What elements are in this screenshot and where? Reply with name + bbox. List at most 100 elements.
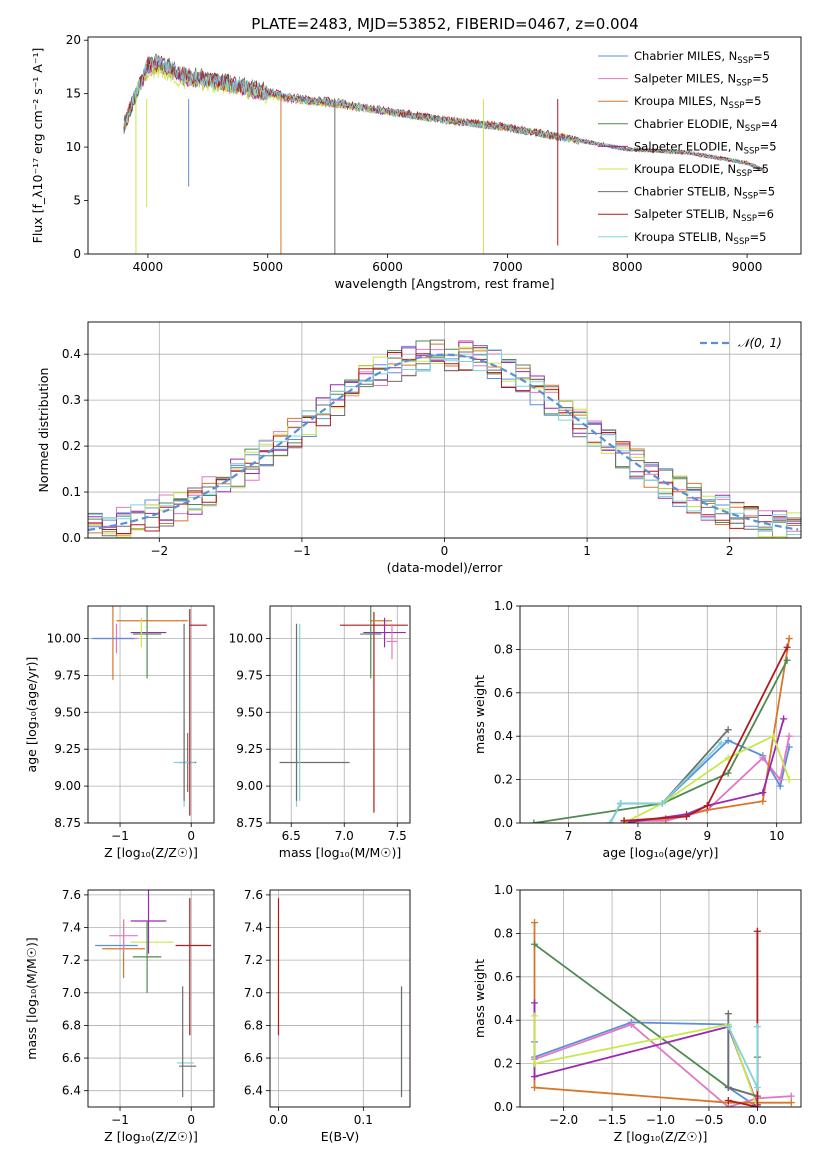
marker-kroupa-stelib: [717, 739, 725, 747]
y-tick-label: 6.6: [244, 1051, 263, 1065]
y-tick-label: 0.4: [494, 729, 513, 743]
marker-kroupa-elodie: [769, 732, 777, 740]
marker-kroupa-elodie: [531, 1012, 539, 1020]
y-tick-label: 8.75: [54, 816, 81, 830]
y-tick-label: 6.4: [244, 1084, 263, 1098]
y-tick-label: 9.75: [54, 668, 81, 682]
marker-kroupa-miles: [759, 797, 767, 805]
x-axis-label: E(B-V): [321, 1129, 360, 1144]
line-kroupa-stelib: [727, 1026, 759, 1088]
axes-frame: [269, 889, 411, 1108]
x-axis-label: Z [log₁₀(Z/Z☉)]: [104, 845, 198, 860]
y-tick-label: 0.4: [62, 347, 81, 361]
y-tick-label: 6.4: [62, 1084, 81, 1098]
y-tick-label: 9.75: [236, 668, 263, 682]
marker-kroupa-miles: [785, 635, 793, 643]
marker-kroupa-stelib: [753, 1023, 761, 1031]
marker-chabrier-stelib: [724, 1010, 732, 1018]
x-axis-label: age [log₁₀(age/yr)]: [603, 845, 719, 860]
y-tick-label: 0.3: [62, 393, 81, 407]
line-kroupa-stelib: [609, 742, 722, 823]
y-tick-label: 7.4: [62, 921, 81, 935]
legend-label-kroupa-stelib: Kroupa STELIB, NSSP=5: [634, 230, 766, 247]
marker-salpeter-miles: [787, 1092, 795, 1100]
plot-area: [530, 635, 793, 823]
marker-chabrier-miles: [776, 782, 784, 790]
marker-kroupa-elodie: [531, 1060, 539, 1068]
line-salpeter-stelib: [624, 646, 788, 822]
plot-area: [88, 339, 801, 538]
y-tick-label: 0.2: [62, 439, 81, 453]
marker-salpeter-stelib: [783, 643, 791, 651]
plot-area: [91, 606, 207, 816]
normal-curve: [88, 353, 799, 531]
marker-kroupa-stelib: [617, 799, 625, 807]
marker-salpeter-miles: [627, 1021, 635, 1029]
figure-title: PLATE=2483, MJD=53852, FIBERID=0467, z=0…: [251, 15, 638, 33]
y-tick-label: 6.6: [62, 1051, 81, 1065]
marker-salpeter-elodie: [531, 1073, 539, 1081]
y-tick-label: 0.8: [494, 926, 513, 940]
legend-label-chabrier-miles: Chabrier MILES, NSSP=5: [634, 49, 770, 66]
axes-frame: [269, 605, 411, 824]
y-tick-label: 1.0: [494, 883, 513, 897]
marker-chabrier-elodie: [530, 819, 538, 823]
x-tick-label: −2.0: [549, 1113, 578, 1127]
x-tick-label: 7000: [492, 260, 523, 274]
legend-label-salpeter-elodie: Salpeter ELODIE, NSSP=5: [634, 139, 777, 156]
marker-kroupa-miles: [531, 1083, 539, 1091]
y-tick-label: 0.8: [494, 642, 513, 656]
y-tick-label: 0.0: [62, 531, 81, 545]
age-vs-mass-panel: 6.5 7.0 7.5 8.75 9.00 9.25 9.50 9.75 10.00 mass […: [229, 605, 411, 860]
x-tick-label: −1.0: [646, 1113, 675, 1127]
errorbar-salpeter-elodie: [130, 890, 167, 954]
y-tick-label: 7.6: [244, 888, 263, 902]
x-tick-label: 6000: [372, 260, 403, 274]
y-axis-label: mass [log₁₀(M/M☉)]: [24, 937, 39, 1059]
y-tick-label: 9.00: [236, 779, 263, 793]
errorbar-chabrier-elodie: [360, 606, 382, 679]
plot-area: [123, 53, 765, 254]
x-tick-label: 6.5: [282, 829, 301, 843]
x-tick-label: 0.0: [748, 1113, 767, 1127]
marker-kroupa-stelib: [658, 799, 666, 807]
y-tick-label: 9.50: [236, 705, 263, 719]
marker-salpeter-stelib: [620, 817, 628, 823]
x-tick-label: 0: [441, 544, 449, 558]
y-tick-label: 15: [66, 87, 81, 101]
y-tick-label: 7.2: [244, 953, 263, 967]
marker-kroupa-stelib: [724, 1023, 732, 1031]
y-tick-label: 0.2: [494, 773, 513, 787]
plot-area: [277, 898, 403, 1098]
line-chabrier-stelib: [727, 1013, 758, 1098]
line-kroupa-miles: [533, 922, 792, 1104]
plot-area: [279, 606, 408, 813]
axes-frame: [87, 36, 802, 255]
x-tick-label: −1.5: [597, 1113, 626, 1127]
y-tick-label: 9.25: [54, 742, 81, 756]
histogram-chabrier-stelib: [88, 339, 801, 537]
x-axis-label: (data-model)/error: [387, 560, 504, 575]
mass-weight-vs-age-panel: 7 8 9 10 0.0 0.2 0.4 0.6 0.8 1.0 age [log₁₀(age/yr…: [472, 599, 802, 860]
marker-kroupa-stelib: [606, 819, 614, 823]
y-tick-label: 9.00: [54, 779, 81, 793]
axes-frame: [87, 321, 802, 539]
marker-salpeter-stelib: [753, 927, 761, 935]
y-tick-label: 7.4: [244, 921, 263, 935]
y-tick-label: 8.75: [236, 816, 263, 830]
line-kroupa-miles: [624, 638, 791, 822]
y-axis-label: Flux [f_λ10⁻¹⁷ erg cm⁻² s⁻¹ A⁻¹]: [30, 48, 45, 244]
x-tick-label: 7: [565, 829, 573, 843]
marker-salpeter-stelib: [753, 1103, 761, 1107]
legend-label-normal: 𝒩(0, 1): [738, 336, 782, 350]
line-chabrier-elodie: [533, 659, 788, 823]
y-tick-label: 5: [73, 194, 81, 208]
x-axis-label: mass [log₁₀(M/M☉)]: [279, 845, 401, 860]
marker-salpeter-elodie: [759, 789, 767, 797]
marker-chabrier-elodie: [531, 940, 539, 948]
line-salpeter-miles: [624, 736, 791, 822]
y-tick-label: 0.2: [494, 1057, 513, 1071]
x-tick-label: −2: [150, 544, 168, 558]
x-axis-label: Z [log₁₀(Z/Z☉)]: [614, 1129, 708, 1144]
